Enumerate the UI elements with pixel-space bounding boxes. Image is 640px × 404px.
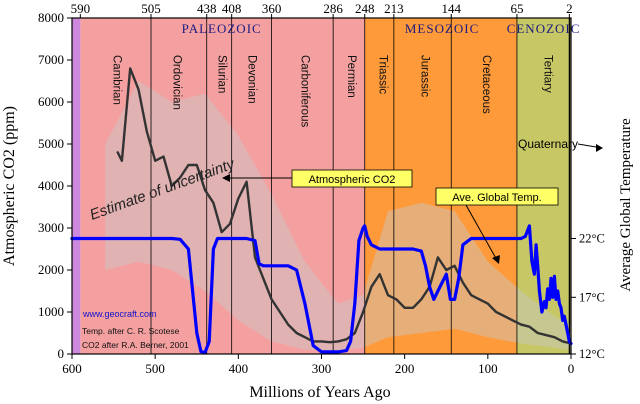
axes: 600 500 400 300 200 100 0010002000300040005000… (1, 1, 634, 401)
y-axis-label: Atmospheric CO2 (ppm) (1, 106, 18, 266)
temp-callout-arrowhead (492, 255, 500, 264)
credit-line-2: CO2 after R.A. Berner, 2001 (82, 340, 189, 350)
x-tick-label-1: 500 (145, 361, 165, 376)
series-line-1 (70, 224, 573, 354)
period-label-8: Cretaceous (480, 55, 492, 114)
y-tick-label-3: 3000 (38, 220, 64, 235)
quaternary-arrowhead (596, 144, 603, 152)
top-tick-label-10: 2 (566, 1, 573, 16)
period-label-6: Triassic (377, 55, 389, 94)
y-tick-label-6: 6000 (38, 94, 64, 109)
top-tick-label-4: 360 (262, 1, 282, 16)
top-tick-label-3: 408 (222, 1, 242, 16)
top-tick-label-2: 438 (197, 1, 217, 16)
top-tick-label-6: 248 (355, 1, 375, 16)
y-tick-label-4: 4000 (38, 178, 64, 193)
era-band-3 (72, 18, 81, 354)
x-axis-label: Millions of Years Ago (249, 384, 390, 401)
x-tick-label-5: 100 (478, 361, 498, 376)
era-band-4 (569, 18, 571, 354)
series-lines (70, 67, 573, 354)
temp-tick-label-1: 17°C (579, 290, 605, 304)
x-tick-label-3: 300 (312, 361, 332, 376)
era-labels: PALEOZOIC MESOZOIC CENOZOIC (182, 21, 581, 36)
y-tick-label-8: 8000 (38, 10, 64, 25)
period-label-4: Carboniferous (299, 55, 311, 127)
top-tick-label-9: 65 (510, 1, 523, 16)
era-label-0: PALEOZOIC (182, 21, 262, 36)
x-tick-label-4: 200 (395, 361, 415, 376)
y-tick-label-7: 7000 (38, 52, 64, 67)
y-tick-label-2: 2000 (38, 262, 64, 277)
co2-callout-label: Atmospheric CO2 (309, 174, 396, 186)
temp-callout-box (435, 187, 559, 206)
top-tick-label-0: 590 (71, 1, 91, 16)
top-tick-label-1: 505 (141, 1, 161, 16)
period-label-2: Silurian (215, 55, 227, 93)
period-label-5: Permian (345, 55, 357, 98)
x-tick-label-0: 600 (62, 361, 82, 376)
period-label-1: Ordovician (170, 55, 182, 110)
temp-tick-label-0: 22°C (579, 232, 605, 246)
top-tick-label-8: 144 (441, 1, 461, 16)
period-label-0: Cambrian (111, 55, 123, 105)
top-tick-label-7: 213 (384, 1, 404, 16)
temp-callout-label: Ave. Global Temp. (452, 192, 541, 204)
period-label-9: Tertiary (541, 55, 553, 93)
x-tick-label-2: 400 (229, 361, 249, 376)
y-tick-label-5: 5000 (38, 136, 64, 151)
y-tick-label-1: 1000 (38, 304, 64, 319)
era-label-1: MESOZOIC (405, 21, 479, 36)
era-label-2: CENOZOIC (507, 21, 581, 36)
temp-tick-label-2: 12°C (579, 347, 605, 361)
x-tick-label-6: 0 (568, 361, 575, 376)
y2-axis-label: Average Global Temperature (618, 118, 634, 292)
period-labels: Cambrian Ordovician Silurian Devonian Carbon… (111, 55, 554, 127)
temp-callout-arrow (465, 204, 499, 263)
top-tick-label-5: 286 (323, 1, 343, 16)
era-band-2 (516, 18, 570, 354)
series-line-0 (116, 67, 573, 345)
credit-site: www.geocraft.com (82, 309, 157, 319)
quaternary-label: Quaternary (518, 137, 578, 151)
period-label-7: Jurassic (418, 55, 430, 97)
y-tick-label-0: 0 (58, 346, 65, 361)
uncertainty-band (105, 81, 572, 351)
period-label-3: Devonian (245, 55, 257, 104)
credit-line-1: Temp. after C. R. Scotese (82, 326, 180, 336)
co2-callout-arrowhead (222, 174, 230, 182)
uncertainty-area (105, 81, 572, 351)
